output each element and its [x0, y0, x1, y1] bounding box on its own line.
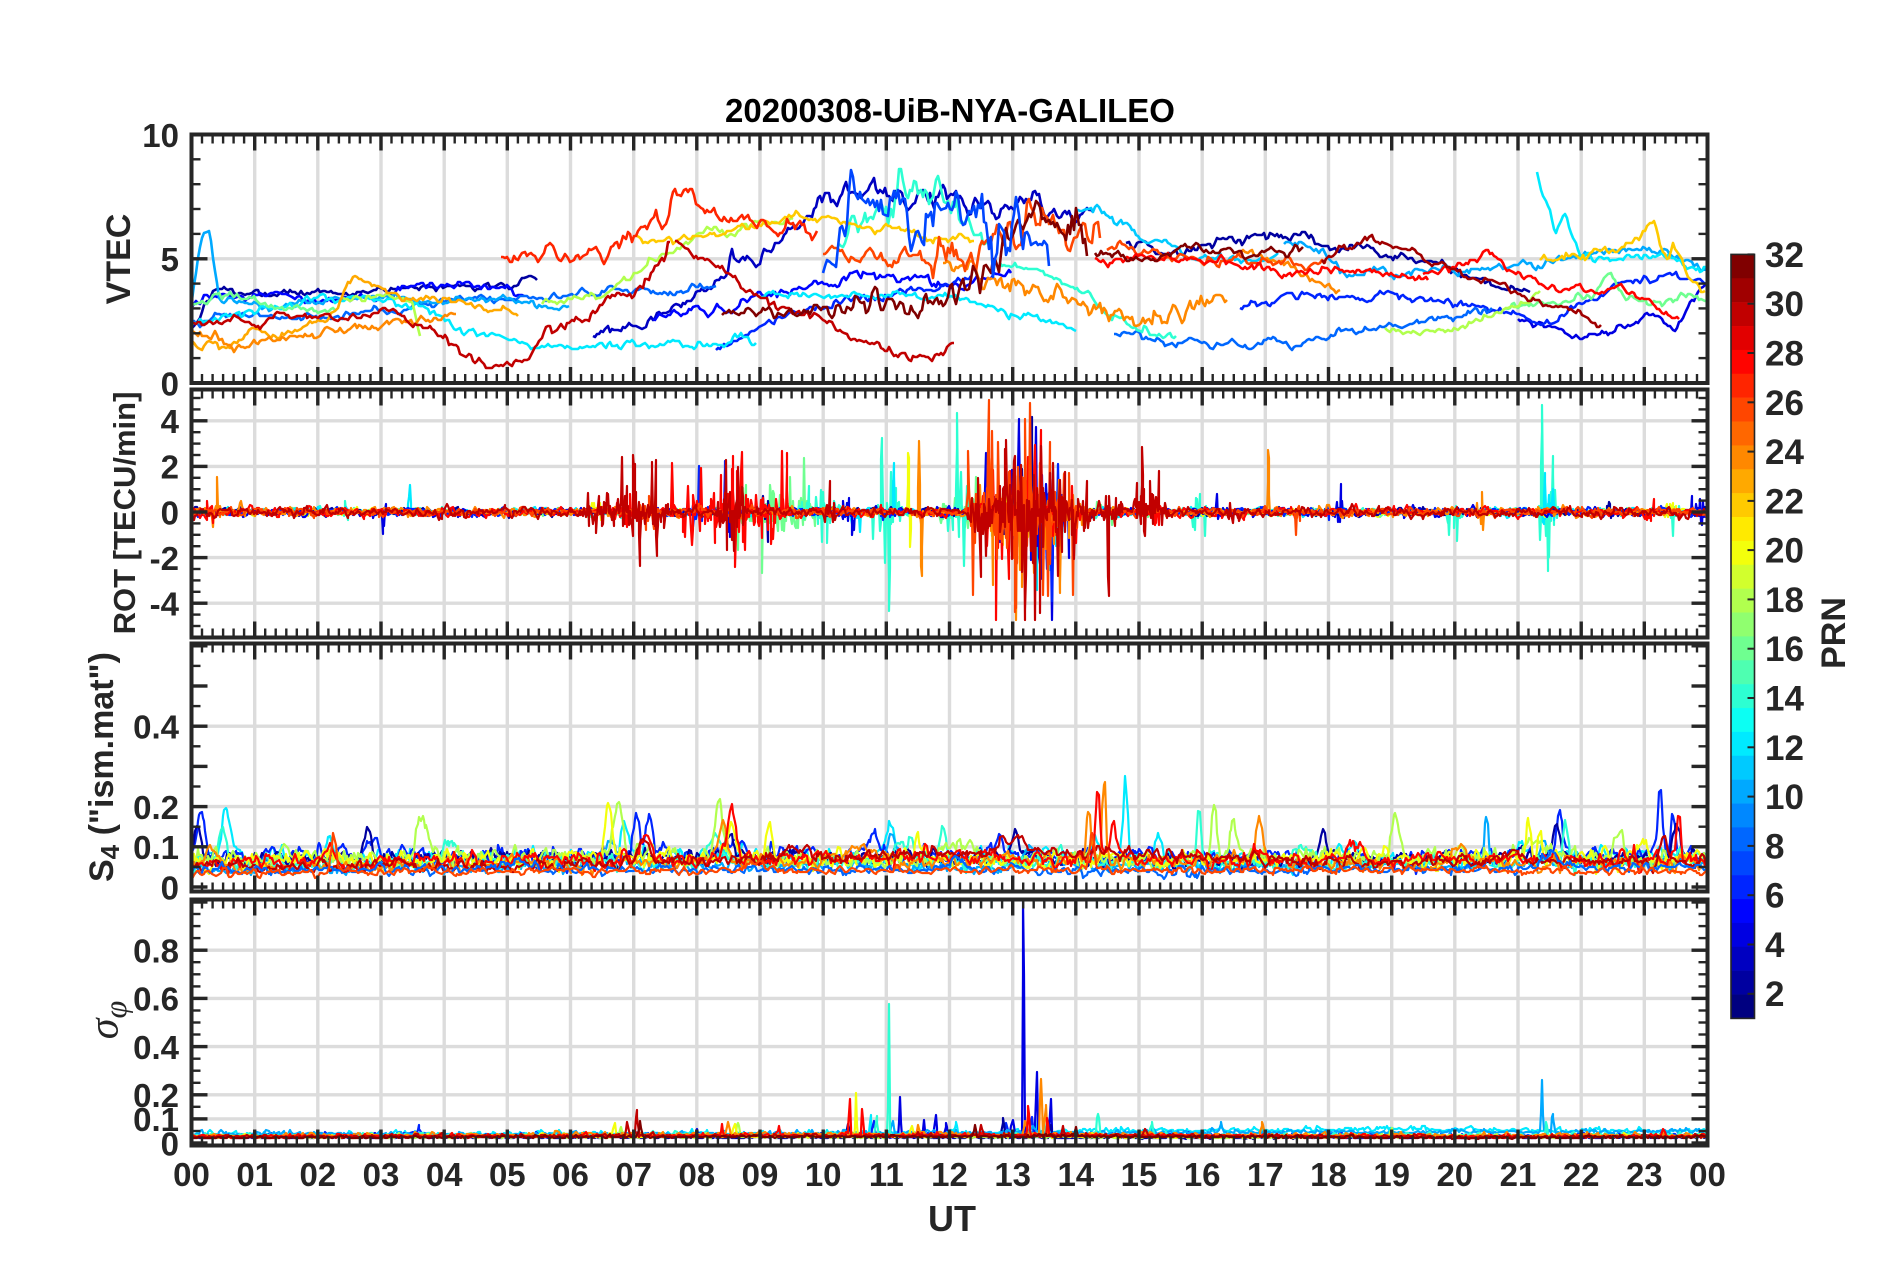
svg-text:4: 4 — [161, 403, 180, 440]
svg-text:08: 08 — [678, 1156, 715, 1193]
svg-text:20200308-UiB-NYA-GALILEO: 20200308-UiB-NYA-GALILEO — [725, 92, 1175, 129]
svg-text:22: 22 — [1563, 1156, 1600, 1193]
svg-text:14: 14 — [1057, 1156, 1094, 1193]
svg-text:-2: -2 — [150, 540, 179, 577]
svg-text:0.4: 0.4 — [133, 1029, 180, 1066]
svg-text:06: 06 — [552, 1156, 589, 1193]
svg-text:04: 04 — [426, 1156, 463, 1193]
svg-text:UT: UT — [928, 1198, 976, 1239]
svg-text:22: 22 — [1765, 482, 1804, 521]
svg-text:21: 21 — [1500, 1156, 1537, 1193]
svg-text:ROT [TECU/min]: ROT [TECU/min] — [107, 392, 142, 635]
svg-text:0.6: 0.6 — [133, 981, 179, 1018]
svg-text:PRN: PRN — [1815, 597, 1853, 669]
svg-text:28: 28 — [1765, 335, 1804, 374]
svg-text:S4 ("ism.mat"): S4 ("ism.mat") — [83, 652, 125, 882]
svg-text:6: 6 — [1765, 877, 1784, 916]
svg-text:03: 03 — [363, 1156, 400, 1193]
svg-text:24: 24 — [1765, 433, 1804, 472]
svg-text:17: 17 — [1247, 1156, 1284, 1193]
svg-text:0: 0 — [161, 365, 179, 402]
svg-text:12: 12 — [931, 1156, 968, 1193]
svg-text:12: 12 — [1765, 729, 1804, 768]
svg-text:07: 07 — [615, 1156, 652, 1193]
svg-text:26: 26 — [1765, 384, 1804, 423]
svg-text:2: 2 — [161, 449, 179, 486]
svg-text:02: 02 — [299, 1156, 336, 1193]
svg-text:18: 18 — [1310, 1156, 1347, 1193]
svg-text:VTEC: VTEC — [100, 214, 138, 305]
svg-text:00: 00 — [173, 1156, 210, 1193]
svg-text:11: 11 — [869, 1156, 904, 1193]
svg-text:0.2: 0.2 — [133, 1077, 179, 1114]
svg-text:16: 16 — [1184, 1156, 1221, 1193]
svg-text:05: 05 — [489, 1156, 526, 1193]
svg-text:8: 8 — [1765, 827, 1784, 866]
svg-text:10: 10 — [142, 117, 179, 154]
svg-text:0.1: 0.1 — [133, 1101, 179, 1138]
svg-text:0: 0 — [161, 869, 179, 906]
svg-text:4: 4 — [1765, 926, 1785, 965]
svg-text:32: 32 — [1765, 236, 1804, 275]
svg-text:15: 15 — [1121, 1156, 1158, 1193]
svg-text:13: 13 — [994, 1156, 1031, 1193]
svg-text:0.1: 0.1 — [133, 829, 179, 866]
svg-text:16: 16 — [1765, 630, 1804, 669]
svg-text:23: 23 — [1626, 1156, 1663, 1193]
svg-text:2: 2 — [1765, 975, 1784, 1014]
svg-text:0.4: 0.4 — [133, 709, 180, 746]
svg-text:0.8: 0.8 — [133, 933, 179, 970]
svg-text:10: 10 — [1765, 778, 1804, 817]
svg-text:0.2: 0.2 — [133, 789, 179, 826]
svg-text:00: 00 — [1689, 1156, 1726, 1193]
svg-text:19: 19 — [1373, 1156, 1410, 1193]
svg-text:5: 5 — [161, 241, 179, 278]
svg-text:-4: -4 — [150, 586, 180, 623]
svg-text:0: 0 — [161, 1125, 179, 1162]
svg-text:30: 30 — [1765, 285, 1804, 324]
svg-text:20: 20 — [1765, 532, 1804, 571]
svg-text:0: 0 — [161, 494, 179, 531]
svg-text:01: 01 — [236, 1156, 273, 1193]
svg-text:18: 18 — [1765, 581, 1804, 620]
svg-text:14: 14 — [1765, 680, 1804, 719]
svg-text:10: 10 — [805, 1156, 842, 1193]
svg-text:20: 20 — [1436, 1156, 1473, 1193]
svg-text:09: 09 — [742, 1156, 779, 1193]
